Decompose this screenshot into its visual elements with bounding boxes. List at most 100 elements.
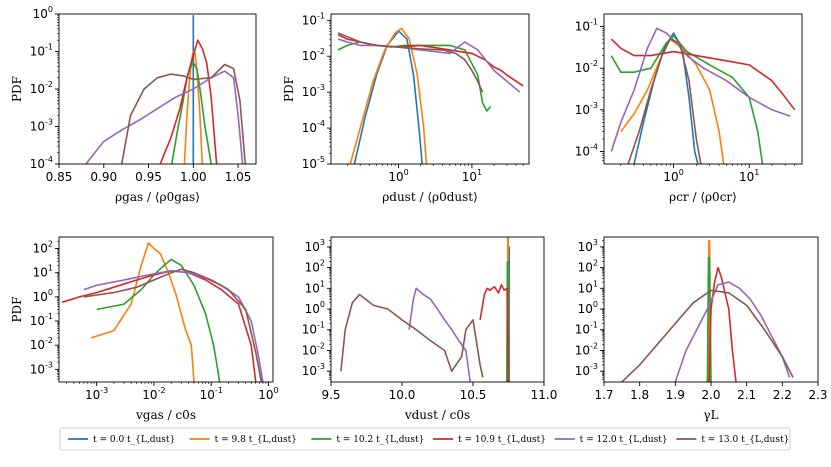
series-line-t98	[90, 242, 195, 382]
legend-entry: t = 10.9 t_{L,dust}	[433, 435, 546, 445]
y-tick-label: 10-1	[575, 18, 598, 34]
x-tick-label: 2.1	[737, 388, 756, 402]
legend-entry: t = 13.0 t_{L,dust}	[676, 435, 789, 445]
x-tick-label: 2.3	[808, 388, 827, 402]
legend-entry: t = 12.0 t_{L,dust}	[554, 435, 668, 445]
y-axis-label: PDF	[10, 296, 24, 322]
x-axis-label: ρcr / ⟨ρ0cr⟩	[669, 190, 737, 204]
series-line-t109	[337, 33, 524, 87]
x-tick-label: 1.8	[630, 388, 649, 402]
series-line-t130	[627, 38, 702, 164]
legend-entry: t = 9.8 t_{L,dust}	[189, 435, 297, 445]
panel-rho_dust: 100 101 10-5 10-4 10-3 10-2 10-1 ρdust / ⟨ρ0dus…	[282, 11, 530, 204]
legend-label: t = 13.0 t_{L,dust}	[701, 435, 789, 445]
series-line-t98	[349, 27, 428, 164]
x-tick-label: 10-2	[142, 386, 165, 402]
x-tick-label: 10-1	[200, 386, 223, 402]
x-tick-label: 10.5	[460, 388, 487, 402]
x-axis-label: ρgas / ⟨ρ0gas⟩	[115, 190, 200, 204]
series-line-t0	[633, 32, 699, 164]
series-line-t98	[620, 38, 725, 164]
axes-frame	[58, 13, 257, 165]
y-tick-label: 103	[578, 238, 598, 254]
y-tick-label: 10-3	[575, 362, 598, 378]
series-line-t109	[479, 283, 510, 382]
legend-frame	[59, 427, 791, 451]
y-tick-label: 100	[33, 288, 53, 304]
y-tick-label: 10-1	[302, 321, 325, 337]
y-tick-label: 10-3	[302, 362, 325, 378]
y-tick-label: 10-2	[302, 341, 325, 357]
series-group	[340, 237, 511, 382]
series-group	[621, 239, 794, 382]
y-tick-label: 10-2	[30, 336, 53, 352]
y-tick-label: 102	[33, 240, 53, 256]
y-tick-label: 10-2	[575, 341, 598, 357]
series-line-t120	[674, 281, 791, 382]
x-tick-label: 10.0	[389, 388, 416, 402]
x-tick-label: 2.0	[701, 388, 720, 402]
legend-label: t = 0.0 t_{L,dust}	[93, 435, 175, 445]
x-tick-label: 0.95	[135, 170, 162, 184]
x-tick-label: 100	[388, 168, 408, 184]
panel-gamma_L: 1.7 1.8 1.9 2.0 2.1 2.2 2.3 10-3 10-2 10-1 100 101 1…	[575, 236, 828, 422]
series-line-t130	[621, 289, 794, 382]
series-line-t130	[340, 293, 484, 378]
series-line-t120	[83, 269, 264, 382]
axes-frame	[330, 13, 530, 165]
x-axis-label: ρdust / ⟨ρ0dust⟩	[382, 190, 478, 204]
x-tick-label: 0.85	[46, 170, 73, 184]
y-tick-label: 10-4	[575, 142, 598, 158]
series-line-t120	[610, 27, 791, 152]
series-line-t120	[337, 38, 521, 93]
y-axis-label: PDF	[282, 76, 296, 102]
x-tick-label: 1.00	[180, 170, 207, 184]
y-tick-label: 100	[578, 300, 598, 316]
y-tick-label: 10-5	[302, 155, 325, 171]
y-tick-label: 101	[305, 279, 325, 295]
series-line-t98	[183, 50, 204, 164]
series-group	[337, 27, 524, 164]
x-axis-label: γL	[703, 408, 718, 422]
x-tick-label: 1.7	[594, 388, 613, 402]
y-tick-label: 10-1	[575, 321, 598, 337]
panels-group: 0.85 0.90 0.95 1.00 1.05 10-4 10-3 10-2 10-1 100 ρ…	[10, 5, 828, 422]
y-tick-label: 102	[578, 259, 598, 275]
y-tick-label: 10-3	[30, 118, 53, 134]
y-tick-label: 10-2	[302, 47, 325, 63]
y-tick-label: 103	[305, 238, 325, 254]
series-group	[61, 242, 264, 382]
series-line-t120	[408, 287, 471, 382]
panel-rho_cr: 100 101 10-4 10-3 10-2 10-1 ρcr / ⟨ρ0cr⟩	[575, 13, 803, 204]
y-tick-label: 10-1	[30, 312, 53, 328]
x-tick-label: 10-3	[85, 386, 108, 402]
panel-rho_gas: 0.85 0.90 0.95 1.00 1.05 10-4 10-3 10-2 10-1 100 ρ…	[10, 5, 257, 204]
x-tick-label: 100	[663, 168, 683, 184]
x-tick-label: 101	[462, 168, 482, 184]
legend-entry: t = 10.2 t_{L,dust}	[311, 435, 424, 445]
series-line-t130	[83, 268, 263, 382]
legend-label: t = 10.9 t_{L,dust}	[458, 435, 546, 445]
x-tick-label: 101	[739, 168, 759, 184]
y-tick-label: 10-4	[302, 119, 325, 135]
series-line-t109	[610, 38, 796, 111]
panel-v_dust: 9.5 10.0 10.5 11.0 10-3 10-2 10-1 100 101 102 103 v…	[302, 236, 557, 422]
legend-label: t = 12.0 t_{L,dust}	[580, 435, 668, 445]
legend-label: t = 9.8 t_{L,dust}	[215, 435, 297, 445]
y-tick-label: 10-1	[302, 11, 325, 27]
x-tick-label: 100	[258, 386, 278, 402]
series-line-t130	[120, 63, 247, 164]
legend: t = 0.0 t_{L,dust} t = 9.8 t_{L,dust} t = …	[59, 427, 791, 451]
y-tick-label: 10-2	[30, 80, 53, 96]
series-line-t102	[171, 61, 212, 164]
y-tick-label: 101	[578, 279, 598, 295]
y-tick-label: 101	[33, 264, 53, 280]
y-tick-label: 10-1	[30, 43, 53, 59]
series-group	[610, 27, 796, 164]
x-tick-label: 9.5	[321, 388, 340, 402]
panel-v_gas: 10-3 10-2 10-1 100 10-3 10-2 10-1 100 101 102 vgas…	[10, 236, 279, 422]
y-tick-label: 10-3	[30, 360, 53, 376]
x-tick-label: 1.9	[666, 388, 685, 402]
x-tick-label: 0.90	[90, 170, 117, 184]
